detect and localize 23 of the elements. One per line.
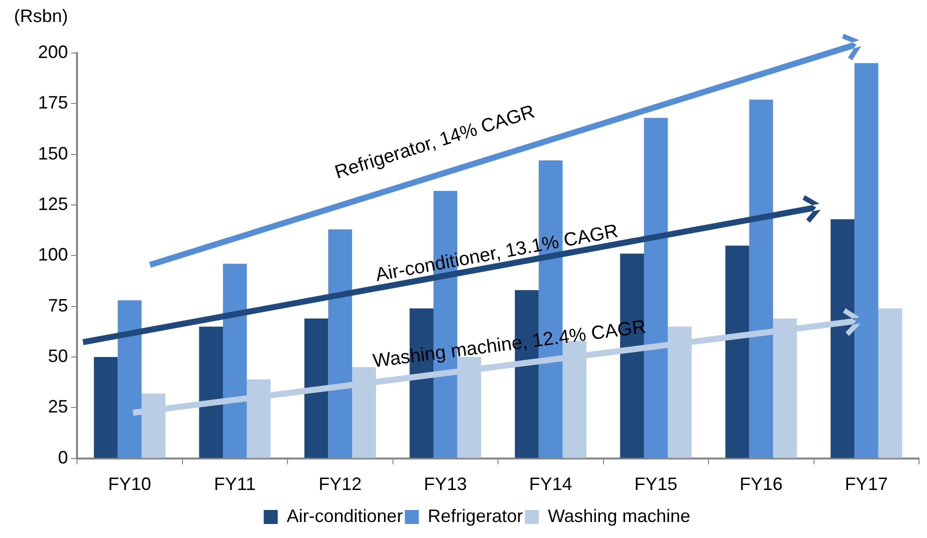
x-tick-label: FY10 xyxy=(108,474,152,494)
y-tick-label: 50 xyxy=(48,346,68,366)
legend-label: Air-conditioner xyxy=(286,506,403,526)
x-tick-label: FY11 xyxy=(214,474,256,494)
y-tick-label: 0 xyxy=(58,447,68,468)
x-tick-label: FY12 xyxy=(318,474,362,494)
x-tick-label: FY16 xyxy=(740,474,783,494)
y-tick-label: 150 xyxy=(38,143,68,164)
x-tick-label: FY15 xyxy=(634,474,678,494)
y-tick-label: 25 xyxy=(48,396,68,417)
legend-label: Washing machine xyxy=(548,506,690,526)
annotation: Washing machine, 12.4% CAGR xyxy=(372,317,648,374)
x-tick-label: FY13 xyxy=(424,474,467,494)
y-axis-title: (Rsbn) xyxy=(14,6,68,27)
y-tick-label: 175 xyxy=(38,92,68,113)
y-tick-label: 100 xyxy=(38,244,68,265)
y-tick-label: 75 xyxy=(48,295,68,316)
x-tick-label: FY14 xyxy=(529,474,572,494)
y-tick-label: 125 xyxy=(38,194,68,214)
y-tick-label: 200 xyxy=(38,42,68,62)
annotation: Air-conditioner, 13.1% CAGR xyxy=(374,220,621,287)
x-tick-label: FY17 xyxy=(844,474,888,494)
legend-label: Refrigerator xyxy=(428,506,523,526)
